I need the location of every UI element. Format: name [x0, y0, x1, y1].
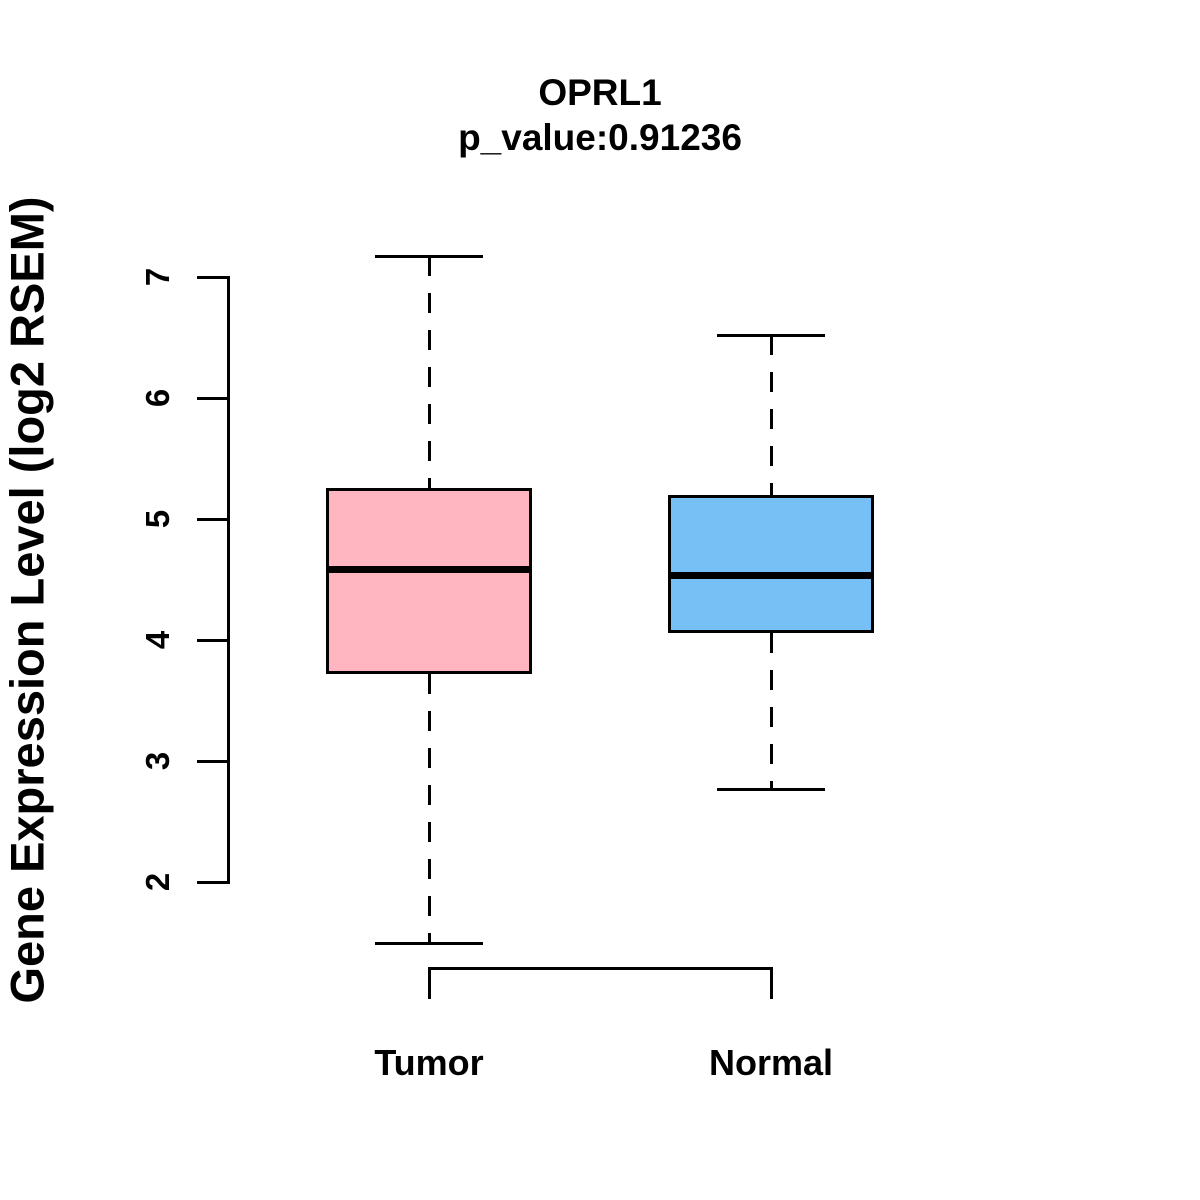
- y-axis-tick: [197, 639, 230, 642]
- x-axis-bracket-end-normal: [770, 967, 773, 999]
- normal-lower-whisker: [770, 632, 773, 789]
- y-axis-tick: [197, 760, 230, 763]
- x-axis-bracket: [429, 967, 771, 970]
- y-axis-label: Gene Expression Level (log2 RSEM): [0, 196, 54, 1004]
- normal-upper-whisker-cap: [717, 334, 825, 338]
- title-block: OPRL1 p_value:0.91236: [0, 70, 1200, 160]
- normal-median-line: [668, 572, 874, 580]
- x-axis-bracket-end-tumor: [428, 967, 431, 999]
- normal-box: [668, 494, 874, 633]
- normal-upper-whisker: [770, 335, 773, 495]
- y-axis-tick-label: 7: [139, 267, 176, 287]
- tumor-upper-whisker-cap: [375, 255, 483, 259]
- y-axis-tick: [197, 518, 230, 521]
- tumor-box: [326, 487, 532, 674]
- y-axis-tick: [197, 276, 230, 279]
- y-axis-line: [227, 276, 230, 883]
- tumor-lower-whisker-cap: [375, 941, 483, 945]
- tumor-upper-whisker: [428, 256, 431, 488]
- y-axis-tick-label: 5: [139, 509, 176, 529]
- chart-subtitle: p_value:0.91236: [458, 117, 742, 158]
- tumor-lower-whisker: [428, 673, 431, 943]
- y-axis-tick-label: 3: [139, 751, 176, 771]
- normal-lower-whisker-cap: [717, 787, 825, 791]
- y-axis-tick-label: 6: [139, 388, 176, 408]
- y-axis-tick-label: 4: [139, 630, 176, 650]
- y-axis-tick-label: 2: [139, 872, 176, 892]
- tumor-median-line: [326, 566, 532, 574]
- category-label-normal: Normal: [708, 1042, 834, 1083]
- chart-title: OPRL1: [538, 72, 662, 113]
- category-label-tumor: Tumor: [374, 1042, 484, 1083]
- y-axis-tick: [197, 397, 230, 400]
- y-axis-tick: [197, 881, 230, 884]
